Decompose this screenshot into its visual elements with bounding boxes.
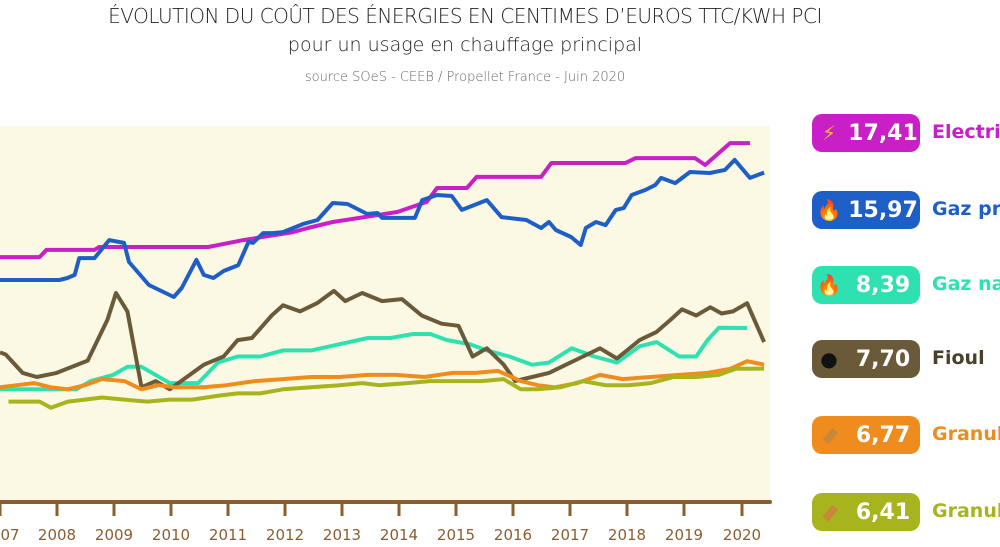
pellet-stick-icon: ▬ bbox=[813, 497, 845, 527]
x-tick-label: 2018 bbox=[608, 526, 646, 544]
series-line-gaz-propane bbox=[0, 157, 765, 299]
x-tick-label: 2010 bbox=[152, 526, 190, 544]
dark-flame-icon: 🔥 bbox=[816, 273, 842, 297]
lightning-icon: ⚡ bbox=[821, 121, 837, 145]
legend-value: 6,41 bbox=[855, 499, 911, 525]
x-tick-label: 2015 bbox=[437, 526, 475, 544]
x-tick-label: 2013 bbox=[323, 526, 361, 544]
line-chart: 07 2008 2009 2010 2011 2012 2013 2014 2015 2016 20… bbox=[0, 126, 772, 544]
x-ticks: 07 2008 2009 2010 2011 2012 2013 2014 2015 2016 20… bbox=[0, 502, 761, 544]
series-line-gaz-naturel bbox=[0, 325, 748, 392]
legend-label: Gaz naturel bbox=[932, 273, 1000, 295]
legend-badge: 🔥 15,97 bbox=[812, 191, 920, 229]
legend-value: 8,39 bbox=[855, 272, 911, 298]
legend-value: 6,77 bbox=[855, 422, 911, 448]
x-tick-label: 07 bbox=[0, 526, 19, 544]
legend-value: 15,97 bbox=[848, 197, 918, 223]
legend-badge: ⚡ 17,41 bbox=[812, 114, 920, 152]
x-tick-label: 2016 bbox=[494, 526, 532, 544]
series-line-granul-s-sac bbox=[0, 359, 765, 392]
x-tick-label: 2011 bbox=[209, 526, 247, 544]
series-line-granul-s-vrac bbox=[8, 366, 765, 410]
x-tick-label: 2012 bbox=[266, 526, 304, 544]
legend-badge: ▬ 6,77 bbox=[812, 416, 920, 454]
chart-source: source SOeS - CEEB / Propellet France - … bbox=[304, 70, 626, 85]
plot-area bbox=[0, 126, 770, 501]
x-tick-label: 2020 bbox=[723, 526, 761, 544]
legend-badge: ▬ 6,41 bbox=[812, 493, 920, 531]
legend-label: Fioul bbox=[932, 347, 985, 369]
x-tick-label: 2014 bbox=[380, 526, 418, 544]
x-tick-label: 2019 bbox=[665, 526, 703, 544]
x-tick-label: 2009 bbox=[95, 526, 133, 544]
legend-value: 17,41 bbox=[848, 120, 918, 146]
oil-drop-icon: ● bbox=[820, 347, 838, 371]
series-line-electricit- bbox=[0, 141, 750, 260]
legend-label: Granulés vrac bbox=[932, 500, 1000, 522]
legend-value: 7,70 bbox=[855, 346, 911, 372]
x-tick-label: 2008 bbox=[38, 526, 76, 544]
series-layer bbox=[0, 141, 766, 410]
legend-label: Granulés sac bbox=[932, 423, 1000, 445]
legend-label: Gaz propane bbox=[932, 198, 1000, 220]
x-tick-label: 2017 bbox=[551, 526, 589, 544]
pellet-stick-icon: ▬ bbox=[813, 420, 845, 450]
chart-title: ÉVOLUTION DU COÛT DES ÉNERGIES EN CENTIM… bbox=[108, 4, 822, 28]
legend-badge: ● 7,70 bbox=[812, 340, 920, 378]
legend-label: Electricité bbox=[932, 121, 1000, 143]
blue-flame-icon: 🔥 bbox=[816, 198, 842, 222]
series-line-fioul bbox=[0, 288, 766, 392]
legend-badge: 🔥 8,39 bbox=[812, 266, 920, 304]
chart-subtitle: pour un usage en chauffage principal bbox=[287, 34, 643, 56]
